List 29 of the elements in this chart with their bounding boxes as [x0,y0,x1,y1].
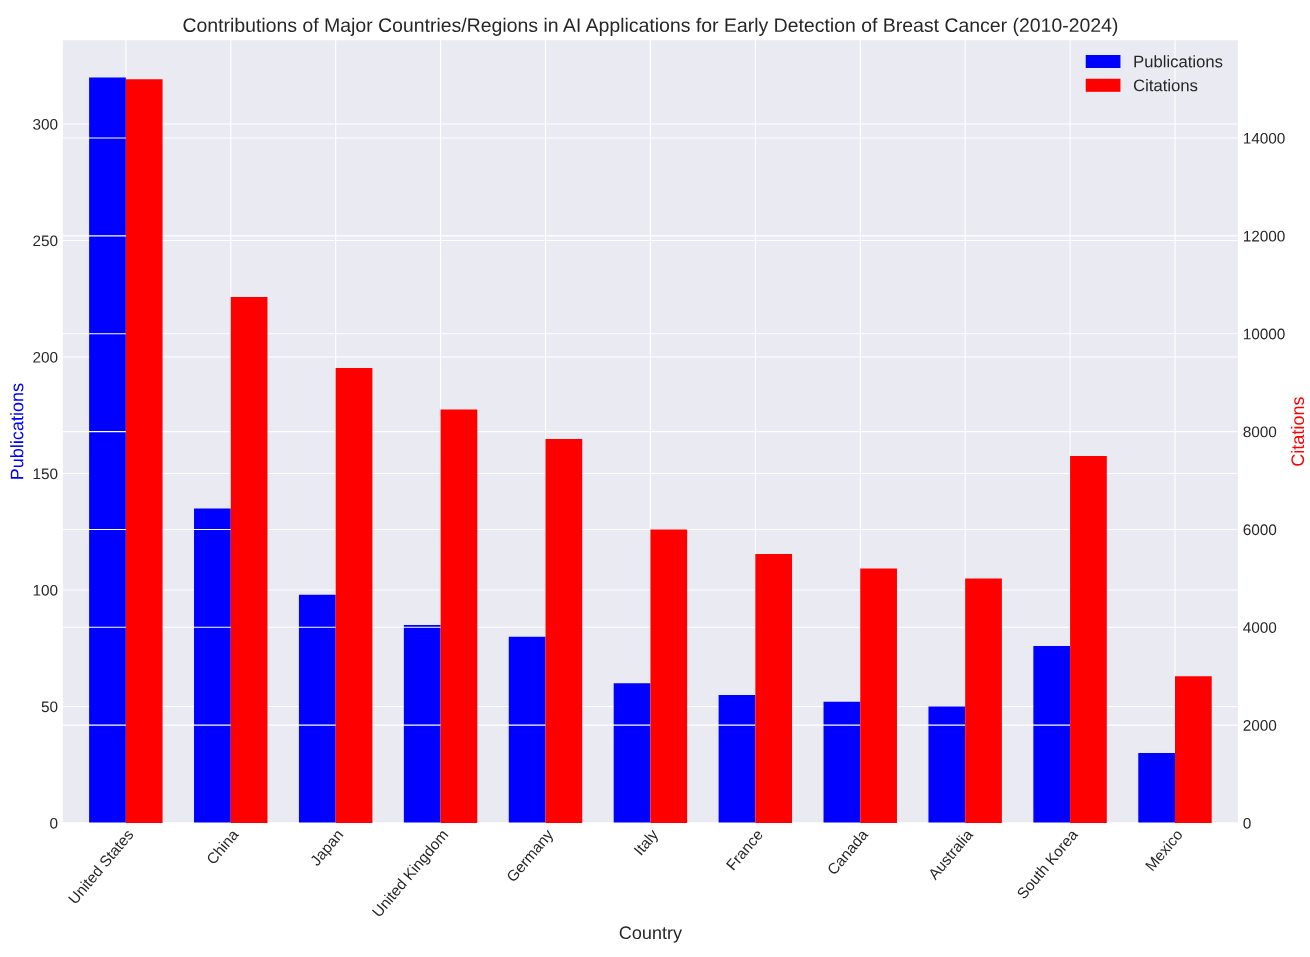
chart-title: Contributions of Major Countries/Regions in AI Applications for Early Detection of Breast Cancer (2010-2024) [183,17,1118,36]
y2-tick-label: 2000 [1243,720,1277,731]
y2-tick-label: 8000 [1243,426,1277,438]
y2-tick-label: 0 [1243,817,1251,829]
bar [650,529,688,824]
bar [1070,456,1107,824]
x-axis-title: Country [619,926,682,943]
legend-label: Publications [1134,55,1223,68]
legend-label: Citations [1133,79,1198,92]
y-tick-label: 300 [33,118,58,130]
y-tick-label: 200 [33,351,58,363]
bar [545,438,583,824]
y-tick-label: 100 [33,584,58,596]
y-tick-label: 0 [50,817,58,829]
y-tick-label: 250 [33,235,58,247]
y-tick-label: 50 [41,701,58,713]
y-axis-title: Publications [10,383,24,479]
bar [860,568,897,824]
bar [755,553,793,824]
y2-tick-label: 6000 [1243,524,1277,536]
bar [440,409,478,824]
y2-tick-label: 14000 [1243,132,1285,144]
y2-axis-title: Citations [1290,397,1305,466]
y2-tick-label: 12000 [1243,230,1285,242]
bar [1175,676,1212,824]
bar [965,578,1002,824]
y2-tick-label: 4000 [1243,622,1277,633]
y2-tick-label: 10000 [1243,328,1285,340]
y-tick-label: 150 [33,468,58,480]
